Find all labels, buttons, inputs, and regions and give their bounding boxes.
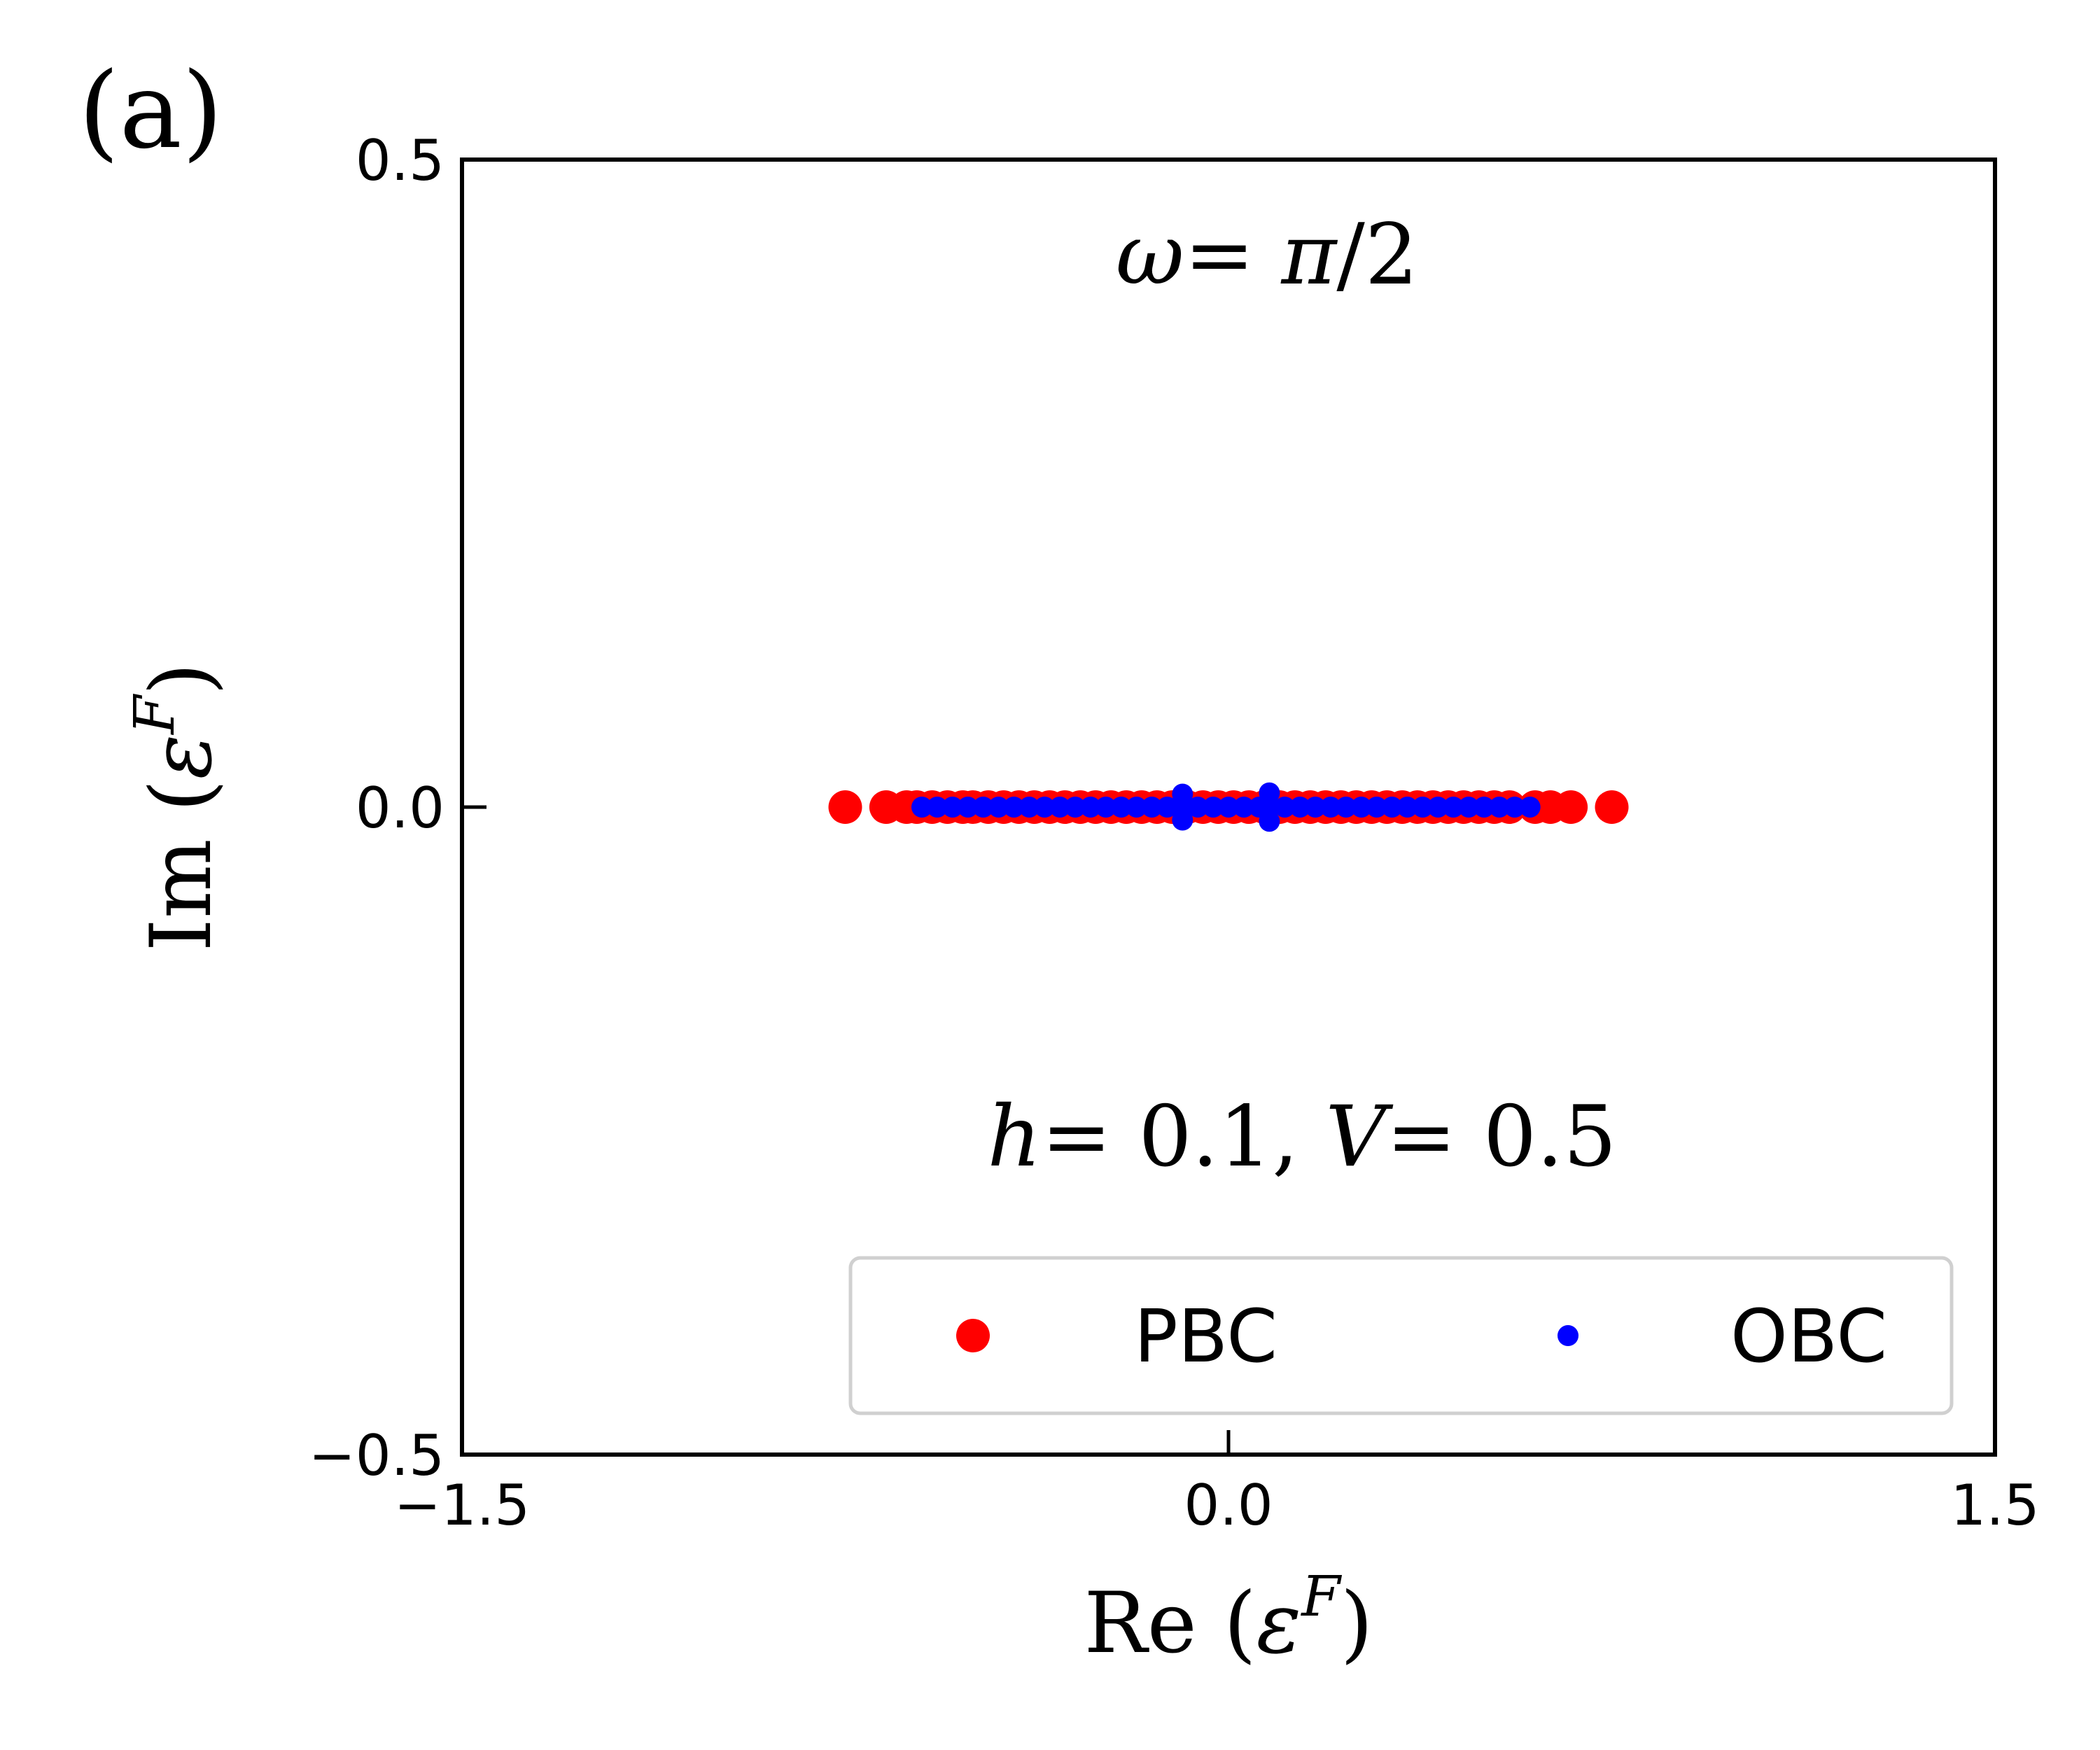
panel-label: (a) <box>78 50 223 172</box>
y-axis-label: Im (εF) <box>122 663 230 952</box>
obc-point <box>1156 797 1178 818</box>
obc-point <box>972 797 994 818</box>
y-tick-label: 0.5 <box>356 128 444 193</box>
x-tick-label: 1.5 <box>1950 1473 2039 1538</box>
y-axis-ticks: −0.5 0.0 0.5 <box>309 128 486 1488</box>
obc-point <box>1018 797 1040 818</box>
obc-point <box>1065 797 1086 818</box>
obc-point <box>941 797 963 818</box>
obc-point <box>1141 797 1163 818</box>
obc-point <box>1350 797 1372 818</box>
omega-annotation: ω= π/2 <box>1116 206 1418 304</box>
obc-point <box>1443 797 1464 818</box>
obc-point <box>1034 797 1056 818</box>
obc-point <box>911 797 932 818</box>
obc-point <box>1187 797 1209 818</box>
obc-point <box>1079 797 1101 818</box>
obc-point <box>1274 797 1296 818</box>
obc-point <box>1305 797 1326 818</box>
obc-point <box>1049 797 1071 818</box>
obc-series <box>911 782 1541 832</box>
obc-point <box>1259 811 1280 832</box>
legend-marker-pbc <box>956 1319 990 1352</box>
obc-point <box>1412 797 1434 818</box>
obc-point <box>1003 797 1025 818</box>
y-tick-label: 0.0 <box>356 776 444 841</box>
obc-point <box>1366 797 1387 818</box>
pbc-point <box>1554 790 1588 824</box>
y-tick-label: −0.5 <box>309 1423 444 1488</box>
pbc-point <box>828 790 862 824</box>
x-axis-label: Re (εF) <box>1084 1564 1373 1672</box>
legend-box <box>848 1256 1954 1415</box>
obc-point <box>1095 797 1116 818</box>
obc-point <box>1519 797 1541 818</box>
obc-point <box>1381 797 1403 818</box>
obc-point <box>1335 797 1357 818</box>
obc-point <box>1289 797 1311 818</box>
obc-point <box>1218 797 1239 818</box>
obc-point <box>1474 797 1494 818</box>
obc-point <box>1203 797 1224 818</box>
legend-label-pbc: PBC <box>1134 1294 1278 1379</box>
obc-point <box>1396 797 1418 818</box>
obc-point <box>1172 809 1194 831</box>
obc-point <box>1458 797 1480 818</box>
obc-point <box>1320 797 1341 818</box>
obc-point <box>1504 797 1525 818</box>
obc-point <box>1233 797 1254 818</box>
obc-point <box>1427 797 1449 818</box>
legend-marker-obc <box>1558 1325 1578 1346</box>
x-axis-ticks: −1.5 0.0 1.5 <box>394 1430 2040 1538</box>
obc-point <box>1126 797 1147 818</box>
params-annotation: h= 0.1, V= 0.5 <box>987 1088 1616 1186</box>
x-tick-label: 0.0 <box>1184 1473 1273 1538</box>
x-tick-label: −1.5 <box>394 1473 530 1538</box>
obc-point <box>1110 797 1132 818</box>
legend-label-obc: OBC <box>1730 1294 1887 1379</box>
obc-point <box>957 797 979 818</box>
pbc-point <box>1595 790 1629 824</box>
obc-point <box>988 797 1009 818</box>
obc-point <box>926 797 948 818</box>
obc-point <box>1488 797 1510 818</box>
legend: PBC OBC <box>848 1256 1954 1415</box>
